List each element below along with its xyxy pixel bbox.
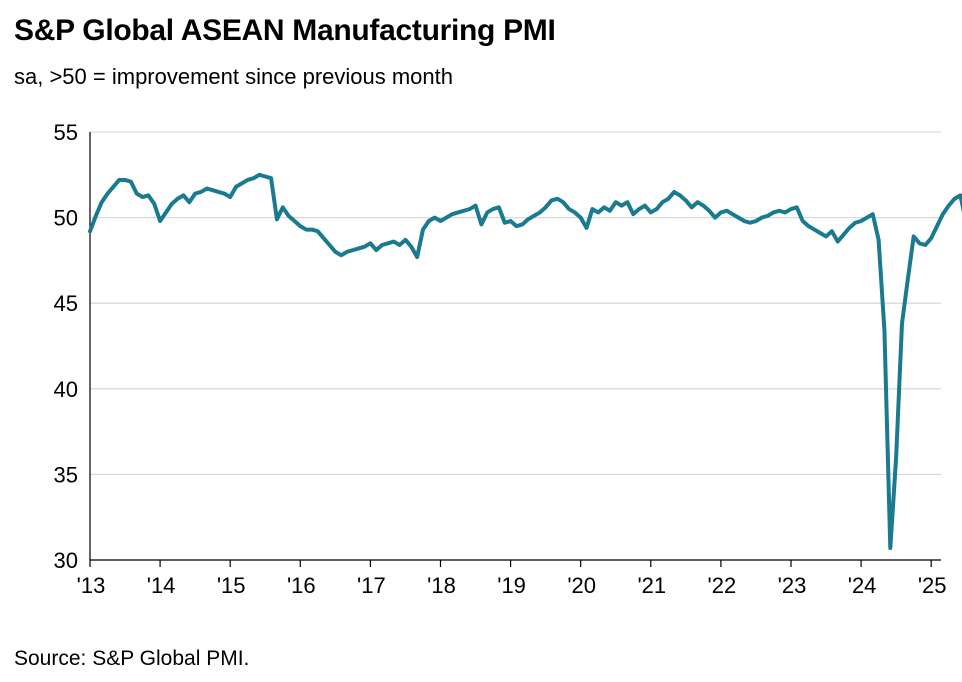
x-tick-label: '25 bbox=[918, 573, 947, 598]
y-tick-label: 45 bbox=[54, 291, 78, 316]
y-tick-label: 30 bbox=[54, 548, 78, 573]
x-tick-label: '15 bbox=[217, 573, 246, 598]
axes: 30 35 40 45 50 55 '13 '14 '15 '16 '17 '18 '19 '20 '21 '… bbox=[54, 120, 947, 598]
gridlines bbox=[90, 131, 941, 476]
x-tick-label: '16 bbox=[287, 573, 316, 598]
x-tick-label: '18 bbox=[427, 573, 456, 598]
chart-subtitle: sa, >50 = improvement since previous mon… bbox=[14, 64, 454, 89]
x-tick-label: '22 bbox=[708, 573, 737, 598]
x-tick-label: '24 bbox=[848, 573, 877, 598]
x-tick-label: '13 bbox=[77, 573, 106, 598]
series-line-pmi bbox=[88, 172, 962, 551]
x-tick-label: '20 bbox=[567, 573, 596, 598]
x-tick-label: '17 bbox=[357, 573, 386, 598]
chart-title: S&P Global ASEAN Manufacturing PMI bbox=[14, 14, 556, 47]
source-note: Source: S&P Global PMI. bbox=[14, 647, 250, 670]
x-tick-label: '14 bbox=[147, 573, 176, 598]
y-tick-label: 35 bbox=[54, 462, 78, 487]
y-tick-label: 50 bbox=[54, 206, 78, 231]
y-tick-label: 55 bbox=[54, 120, 78, 145]
x-tick-label: '19 bbox=[497, 573, 526, 598]
x-tick-label: '23 bbox=[778, 573, 807, 598]
y-tick-label: 40 bbox=[54, 377, 78, 402]
x-tick-label: '21 bbox=[637, 573, 666, 598]
series-layer bbox=[88, 172, 962, 551]
